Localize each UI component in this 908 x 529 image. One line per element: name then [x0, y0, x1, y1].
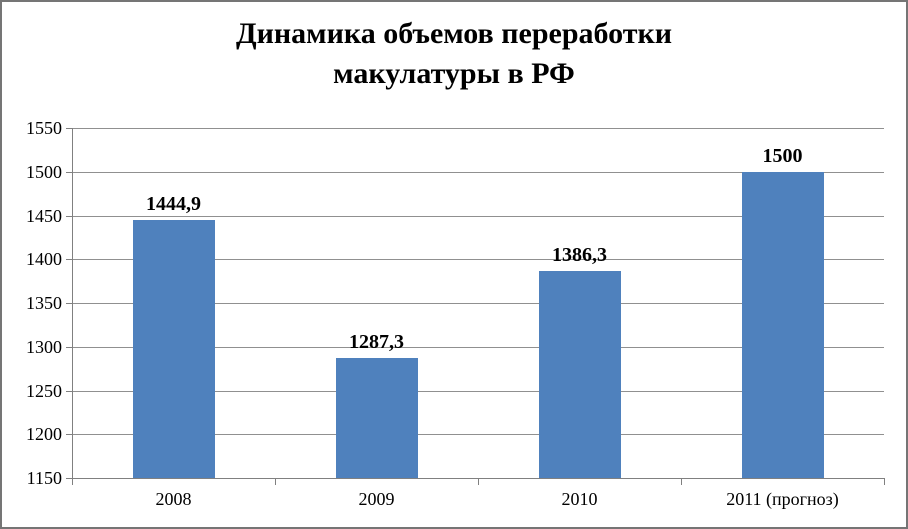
bar-2011	[741, 171, 824, 478]
bar-2008	[132, 219, 215, 478]
y-axis-label: 1550	[26, 118, 62, 138]
y-axis-label: 1500	[26, 161, 62, 182]
y-axis-tick	[66, 303, 73, 304]
bar-2010	[538, 271, 621, 478]
x-axis-tick	[681, 478, 682, 485]
chart-title: Динамика объемов переработки макулатуры …	[2, 14, 906, 94]
gridline-1550	[72, 128, 884, 129]
x-axis-tick	[884, 478, 885, 485]
y-axis-tick	[66, 434, 73, 436]
gridline-1400	[72, 259, 884, 261]
gridline-1450	[72, 215, 884, 217]
y-axis-tick	[66, 478, 73, 479]
gridline-1500	[72, 171, 884, 173]
y-axis-tick	[66, 215, 73, 217]
y-axis-tick	[66, 346, 73, 348]
bar-value-label-2008: 1444,9	[146, 192, 201, 215]
chart-title-line2: макулатуры в РФ	[333, 57, 575, 90]
chart-title-line1: Динамика объемов переработки	[235, 17, 673, 50]
gridline-1250	[72, 390, 884, 392]
y-axis-label: 1300	[26, 336, 62, 357]
gridline-1300	[72, 346, 884, 348]
y-axis-label: 1250	[26, 380, 62, 401]
bar-2009	[335, 357, 418, 478]
y-axis-label: 1150	[26, 468, 62, 488]
x-axis-label-2010: 2010	[561, 489, 598, 509]
y-axis-label: 1350	[26, 293, 62, 313]
x-axis-label-2008: 2008	[155, 489, 192, 509]
y-axis-tick	[66, 390, 73, 392]
y-axis-label: 1200	[26, 424, 62, 445]
x-axis-label-2009: 2009	[358, 489, 395, 509]
bar-value-label-2011: 1500	[762, 144, 803, 167]
x-axis-tick	[478, 478, 479, 485]
y-axis-label: 1450	[26, 205, 62, 226]
y-axis-label: 1400	[26, 249, 62, 270]
bar-value-label-2010: 1386,3	[552, 244, 607, 267]
y-axis-tick	[66, 128, 73, 129]
y-axis-tick	[66, 171, 73, 173]
x-axis-tick	[275, 478, 276, 485]
bar-value-label-2009: 1287,3	[349, 330, 404, 353]
y-axis-tick	[66, 259, 73, 261]
gridline-1350	[72, 303, 884, 304]
x-axis-tick	[72, 478, 73, 485]
gridline-1200	[72, 434, 884, 436]
x-axis-label-2011: 2011 (прогноз)	[726, 489, 839, 509]
